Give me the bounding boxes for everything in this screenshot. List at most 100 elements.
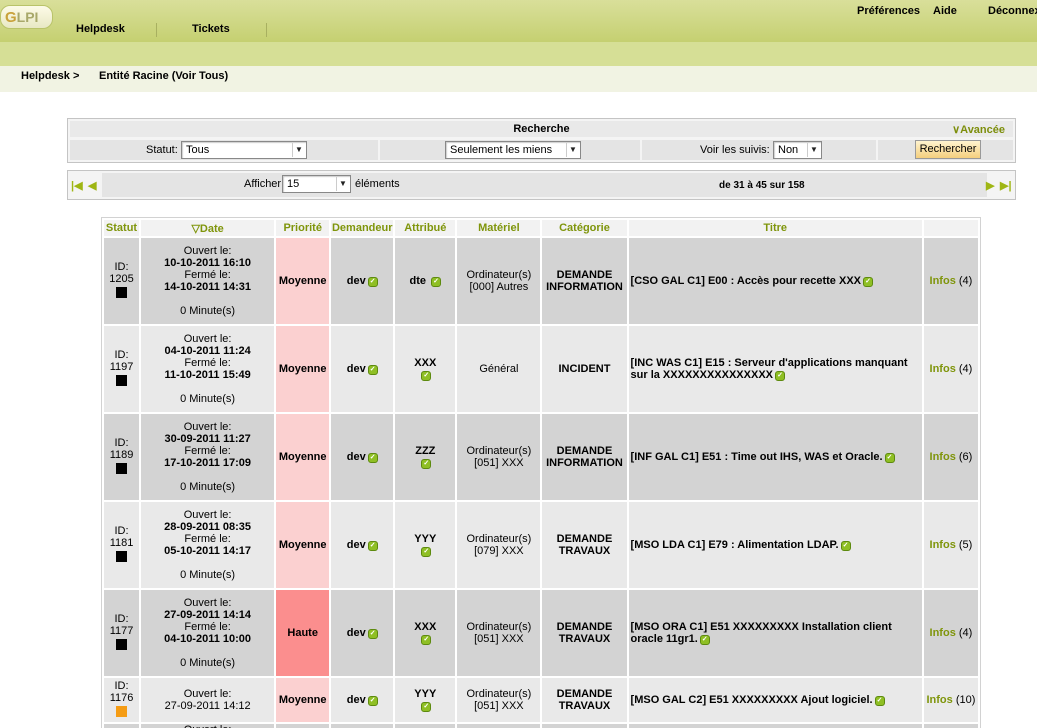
table-row[interactable]: Ouvert le:: [104, 724, 978, 728]
requester-name[interactable]: dev: [346, 694, 366, 706]
info-icon[interactable]: ✓: [367, 629, 378, 639]
requester-cell: dev ✓: [331, 414, 394, 500]
assigned-name[interactable]: XXX: [414, 621, 437, 633]
closed-date: 14-10-2011 14:31: [164, 281, 252, 293]
logout-link[interactable]: Déconnexion: [988, 5, 1037, 17]
table-row[interactable]: ID: 1177 Ouvert le: 27-09-2011 14:14 Fermé l…: [104, 590, 978, 676]
show-label: Afficher: [244, 178, 282, 190]
infos-link[interactable]: Infos: [929, 451, 956, 463]
info-icon[interactable]: ✓: [699, 635, 710, 645]
status-select[interactable]: Tous ▼: [181, 141, 307, 159]
table-row[interactable]: ID: 1197 Ouvert le: 04-10-2011 11:24 Fermé l…: [104, 326, 978, 412]
title-cell[interactable]: [MSO LDA C1] E79 : Alimentation LDAP. ✓: [628, 502, 922, 588]
title-cell[interactable]: [INC WAS C1] E15 : Serveur d'application…: [628, 326, 922, 412]
info-icon[interactable]: ✓: [874, 696, 885, 706]
info-icon[interactable]: ✓: [863, 277, 873, 287]
closed-label: Fermé le:: [184, 621, 231, 633]
title-cell[interactable]: [INF GAL C1] E51 : Time out IHS, WAS et …: [628, 414, 922, 500]
ticket-title[interactable]: [MSO ORA C1] E51 XXXXXXXXX Installation …: [630, 621, 892, 645]
assigned-name[interactable]: XXX: [414, 357, 437, 369]
equipment-type: Ordinateur(s): [466, 621, 532, 633]
equipment-name[interactable]: [051] XXX: [474, 700, 524, 712]
col-date[interactable]: ▽Date: [141, 220, 275, 236]
info-icon[interactable]: ✓: [421, 371, 432, 381]
col-priority[interactable]: Priorité: [276, 220, 330, 236]
table-row[interactable]: ID: 1189 Ouvert le: 30-09-2011 11:27 Fermé l…: [104, 414, 978, 500]
assigned-name[interactable]: ZZZ: [415, 445, 436, 457]
table-row[interactable]: ID: 1181 Ouvert le: 28-09-2011 08:35 Fermé l…: [104, 502, 978, 588]
breadcrumb-entity[interactable]: Entité Racine (Voir Tous): [99, 70, 229, 82]
assigned-name[interactable]: dte: [409, 275, 427, 287]
infos-link[interactable]: Infos: [929, 363, 956, 375]
col-status[interactable]: Statut: [104, 220, 140, 236]
closed-date: 17-10-2011 17:09: [164, 457, 252, 469]
status-icon: [116, 706, 128, 717]
preferences-link[interactable]: Préférences: [857, 5, 920, 17]
menu-tickets[interactable]: Tickets: [192, 23, 230, 35]
help-link[interactable]: Aide: [933, 5, 957, 17]
assigned-name[interactable]: YYY: [414, 533, 437, 545]
requester-name[interactable]: dev: [346, 451, 366, 463]
table-row[interactable]: ID: 1205 Ouvert le: 10-10-2011 16:10 Fermé l…: [104, 238, 978, 324]
assigned-name[interactable]: YYY: [414, 688, 437, 700]
ticket-id: 1197: [109, 361, 134, 373]
info-icon[interactable]: ✓: [775, 371, 785, 381]
advanced-search-link[interactable]: ∨Avancée: [952, 124, 1005, 136]
ticket-title[interactable]: [CSO GAL C1] E00 : Accès pour recette XX…: [630, 275, 861, 287]
requester-name[interactable]: dev: [346, 275, 366, 287]
col-equipment[interactable]: Matériel: [457, 220, 541, 236]
col-category[interactable]: Catégorie: [542, 220, 627, 236]
info-icon[interactable]: ✓: [884, 453, 895, 463]
ticket-title[interactable]: [INC WAS C1] E15 : Serveur d'application…: [630, 357, 908, 381]
range-cell: de 31 à 45 sur 158: [542, 173, 987, 197]
title-cell[interactable]: [MSO ORA C1] E51 XXXXXXXXX Installation …: [628, 590, 922, 676]
infos-link[interactable]: Infos: [926, 694, 953, 706]
info-icon[interactable]: ✓: [367, 541, 378, 551]
col-assigned[interactable]: Attribué: [395, 220, 456, 236]
ticket-title[interactable]: [MSO LDA C1] E79 : Alimentation LDAP.: [630, 539, 839, 551]
info-icon[interactable]: ✓: [367, 277, 378, 287]
mine-select[interactable]: Seulement les miens ▼: [445, 141, 581, 159]
menu-helpdesk[interactable]: Helpdesk: [76, 23, 125, 35]
requester-name[interactable]: dev: [346, 627, 366, 639]
glpi-logo[interactable]: GLPI: [0, 5, 53, 29]
last-page-icon[interactable]: ▶|: [1000, 180, 1012, 192]
equipment-name[interactable]: [051] XXX: [474, 633, 524, 645]
info-icon[interactable]: ✓: [840, 541, 851, 551]
top-bar: GLPI Préférences Aide Déconnexion Helpde…: [0, 0, 1037, 42]
infos-link[interactable]: Infos: [929, 539, 956, 551]
requester-name[interactable]: dev: [346, 539, 366, 551]
table-row[interactable]: ID: 1176 Ouvert le: 27-09-2011 14:12 Moyenne…: [104, 678, 978, 722]
infos-link[interactable]: Infos: [929, 275, 956, 287]
info-icon[interactable]: ✓: [367, 365, 378, 375]
ticket-title[interactable]: [INF GAL C1] E51 : Time out IHS, WAS et …: [630, 451, 883, 463]
title-cell[interactable]: [CSO GAL C1] E00 : Accès pour recette XX…: [628, 238, 922, 324]
info-icon[interactable]: ✓: [421, 702, 432, 712]
requester-name[interactable]: dev: [346, 363, 366, 375]
next-page-icon[interactable]: ▶: [986, 180, 995, 192]
followups-select[interactable]: Non ▼: [773, 141, 822, 159]
search-button[interactable]: Rechercher: [915, 140, 981, 159]
equipment-name[interactable]: [000] Autres: [469, 281, 529, 293]
equipment-name[interactable]: [051] XXX: [474, 457, 524, 469]
equipment-name[interactable]: [079] XXX: [474, 545, 524, 557]
info-icon[interactable]: ✓: [367, 453, 378, 463]
info-icon[interactable]: ✓: [431, 277, 442, 287]
info-icon[interactable]: ✓: [421, 459, 432, 469]
col-requester[interactable]: Demandeur: [331, 220, 394, 236]
search-header: Recherche ∨Avancée: [70, 121, 1013, 137]
previous-page-icon[interactable]: ◀: [88, 180, 97, 192]
breadcrumb-helpdesk[interactable]: Helpdesk >: [21, 70, 80, 82]
page-size-select[interactable]: 15 ▼: [282, 175, 351, 193]
first-page-icon[interactable]: |◀: [71, 180, 83, 192]
info-icon[interactable]: ✓: [421, 547, 432, 557]
info-icon[interactable]: ✓: [421, 635, 432, 645]
title-cell[interactable]: [MSO GAL C2] E51 XXXXXXXXX Ajout logicie…: [628, 678, 922, 722]
col-title[interactable]: Titre: [628, 220, 922, 236]
info-icon[interactable]: ✓: [367, 696, 378, 706]
id-label: ID:: [114, 525, 129, 537]
infos-link[interactable]: Infos: [929, 627, 956, 639]
ticket-title[interactable]: [MSO GAL C2] E51 XXXXXXXXX Ajout logicie…: [630, 694, 873, 706]
equipment-type: Ordinateur(s): [466, 269, 532, 281]
status-icon: [116, 463, 128, 474]
